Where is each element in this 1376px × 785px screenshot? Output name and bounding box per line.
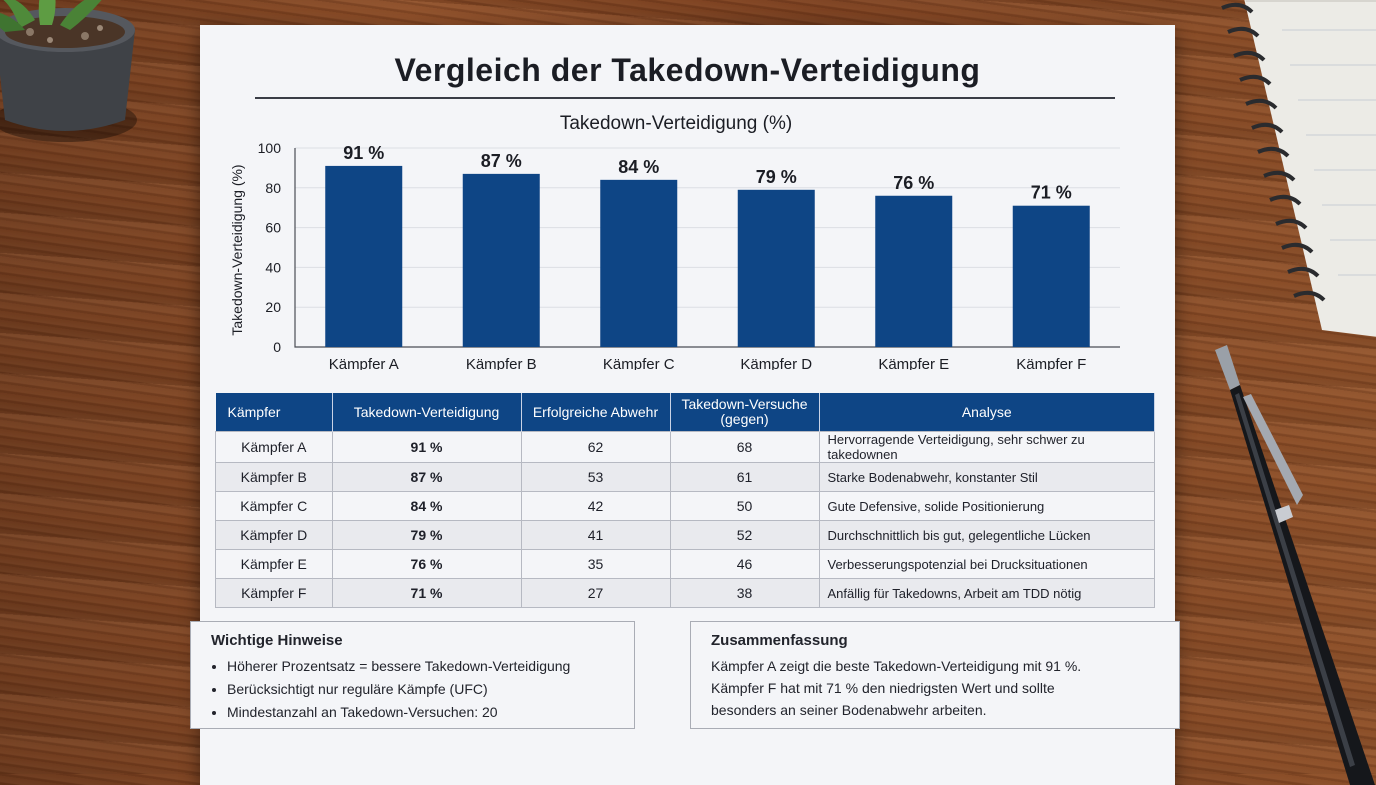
cell-fighter: Kämpfer E — [215, 549, 333, 579]
x-category-label: Kämpfer C — [603, 356, 675, 370]
header-analysis: Analyse — [819, 393, 1155, 432]
cell-successful: 62 — [520, 431, 671, 463]
y-tick-label: 40 — [265, 259, 281, 275]
table-row: Kämpfer C 84 % 42 50 Gute Defensive, solide … — [215, 491, 1155, 521]
header-successful-defense: Erfolgreiche Abwehr — [521, 393, 671, 432]
ballpoint-pen-icon — [1215, 345, 1375, 785]
table-row: Kämpfer E 76 % 35 46 Verbesserungspotenzial … — [215, 549, 1155, 579]
x-category-label: Kämpfer E — [878, 356, 949, 370]
y-tick-label: 80 — [265, 180, 281, 196]
cell-defense-pct: 91 % — [331, 431, 522, 463]
bar-value-label: 91 % — [343, 143, 384, 163]
notes-item: Mindestanzahl an Takedown-Versuchen: 20 — [227, 701, 614, 724]
notes-box: Wichtige Hinweise Höherer Prozentsatz = … — [190, 621, 635, 729]
bar-value-label: 76 % — [893, 173, 934, 193]
page-title: Vergleich der Takedown-Verteidigung — [394, 52, 981, 88]
cell-successful: 41 — [520, 520, 671, 550]
cell-analysis: Durchschnittlich bis gut, gelegentliche … — [818, 520, 1155, 550]
cell-defense-pct: 79 % — [331, 520, 522, 550]
cell-attempts: 61 — [669, 462, 820, 492]
bar-3 — [600, 179, 678, 347]
table-row: Kämpfer D 79 % 41 52 Durchschnittlich bis gu… — [215, 520, 1155, 550]
cell-defense-pct: 87 % — [331, 462, 522, 492]
bar-chart: Takedown-Verteidigung (%) Takedown-Verte… — [229, 113, 1120, 370]
cell-attempts: 52 — [669, 520, 820, 550]
header-fighter: Kämpfer — [215, 393, 333, 432]
summary-title: Zusammenfassung — [711, 632, 848, 649]
cell-fighter: Kämpfer A — [215, 431, 333, 463]
cell-successful: 35 — [520, 549, 671, 579]
cell-fighter: Kämpfer C — [215, 491, 333, 521]
summary-line: Kämpfer F hat mit 71 % den niedrigsten W… — [711, 680, 1055, 696]
report-sheet: Vergleich der Takedown-Verteidigung Take… — [190, 25, 1180, 785]
bar-2 — [462, 173, 540, 347]
bar-5 — [875, 195, 953, 347]
cell-analysis: Starke Bodenabwehr, konstanter Stil — [818, 462, 1155, 492]
header-attempts-against: Takedown-Versuche (gegen) — [670, 393, 820, 432]
notes-item: Berücksichtigt nur reguläre Kämpfe (UFC) — [227, 678, 614, 701]
bar-4 — [737, 189, 815, 347]
potted-plant-icon — [0, 0, 137, 142]
cell-successful: 42 — [520, 491, 671, 521]
cell-fighter: Kämpfer D — [215, 520, 333, 550]
x-category-label: Kämpfer D — [740, 356, 812, 370]
cell-defense-pct: 76 % — [331, 549, 522, 579]
table-row: Kämpfer F 71 % 27 38 Anfällig für Takedowns,… — [215, 578, 1155, 608]
cell-analysis: Gute Defensive, solide Positionierung — [818, 491, 1155, 521]
cell-defense-pct: 71 % — [331, 578, 522, 608]
summary-line: Kämpfer A zeigt die beste Takedown-Verte… — [711, 658, 1082, 674]
cell-fighter: Kämpfer B — [215, 462, 333, 492]
x-category-label: Kämpfer B — [466, 356, 537, 370]
bar-value-label: 79 % — [756, 167, 797, 187]
cell-attempts: 46 — [669, 549, 820, 579]
bar-value-label: 71 % — [1031, 183, 1072, 203]
chart-title: Takedown-Verteidigung (%) — [560, 113, 792, 134]
y-tick-label: 0 — [273, 339, 281, 355]
notes-item: Höherer Prozentsatz = bessere Takedown-V… — [227, 655, 614, 678]
x-category-label: Kämpfer F — [1016, 356, 1086, 370]
cell-successful: 27 — [520, 578, 671, 608]
cell-defense-pct: 84 % — [331, 491, 522, 521]
spiral-notebook-icon — [1221, 0, 1376, 337]
x-category-label: Kämpfer A — [329, 356, 399, 370]
cell-attempts: 68 — [669, 431, 820, 463]
bar-value-label: 84 % — [618, 157, 659, 177]
y-tick-label: 20 — [265, 299, 281, 315]
header-takedown-defense: Takedown-Verteidigung — [332, 393, 522, 432]
title-divider — [255, 97, 1115, 99]
y-tick-label: 60 — [265, 220, 281, 236]
cell-attempts: 38 — [669, 578, 820, 608]
table-row: Kämpfer B 87 % 53 61 Starke Bodenabwehr, kon… — [215, 462, 1155, 492]
fighter-table: Kämpfer Takedown-Verteidigung Erfolgreic… — [215, 393, 1155, 608]
cell-fighter: Kämpfer F — [215, 578, 333, 608]
summary-box: Zusammenfassung Kämpfer A zeigt die best… — [690, 621, 1180, 729]
y-axis-label: Takedown-Verteidigung (%) — [229, 164, 245, 335]
bar-6 — [1012, 205, 1090, 347]
table-row: Kämpfer A 91 % 62 68 Hervorragende Verteidig… — [215, 431, 1155, 463]
summary-line: besonders an seiner Bodenabwehr arbeiten… — [711, 702, 987, 718]
cell-analysis: Anfällig für Takedowns, Arbeit am TDD nö… — [818, 578, 1155, 608]
cell-attempts: 50 — [669, 491, 820, 521]
cell-analysis: Verbesserungspotenzial bei Drucksituatio… — [818, 549, 1155, 579]
bar-1 — [325, 165, 403, 347]
y-tick-label: 100 — [258, 140, 282, 156]
notes-list: Höherer Prozentsatz = bessere Takedown-V… — [211, 655, 614, 724]
cell-analysis: Hervorragende Verteidigung, sehr schwer … — [818, 431, 1155, 463]
cell-successful: 53 — [520, 462, 671, 492]
chart-axes — [294, 148, 1120, 348]
notes-title: Wichtige Hinweise — [211, 632, 343, 649]
bar-value-label: 87 % — [481, 151, 522, 171]
table-header-row: Kämpfer Takedown-Verteidigung Erfolgreic… — [215, 393, 1155, 432]
